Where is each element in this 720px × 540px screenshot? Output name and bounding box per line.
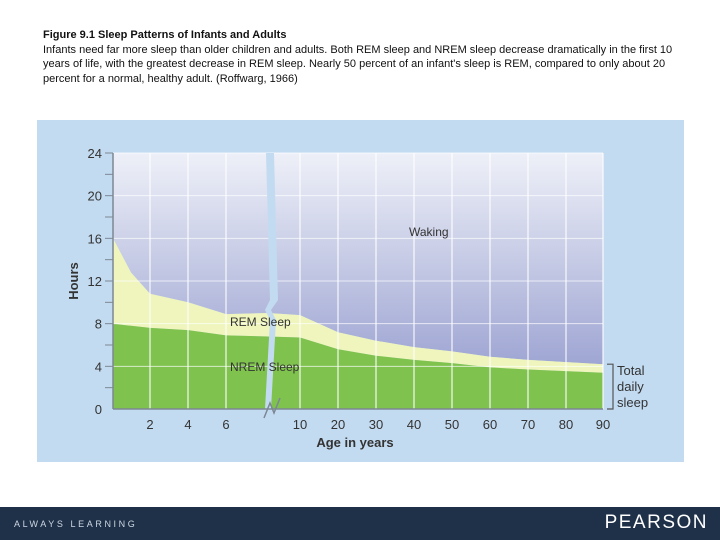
nrem-label: NREM Sleep <box>230 360 300 374</box>
x-tick-label-2: 2 <box>146 417 153 432</box>
y-axis-title: Hours <box>66 262 81 300</box>
y-tick-label-16: 16 <box>88 231 102 246</box>
x-tick-label-50: 50 <box>445 417 459 432</box>
x-tick-label-30: 30 <box>369 417 383 432</box>
bracket-label-line-1: Total <box>617 363 645 378</box>
waking-label: Waking <box>409 225 449 239</box>
x-tick-label-20: 20 <box>331 417 345 432</box>
y-tick-label-4: 4 <box>95 359 102 374</box>
footer-tagline: ALWAYS LEARNING <box>14 519 138 529</box>
x-tick-label-70: 70 <box>521 417 535 432</box>
y-tick-label-8: 8 <box>95 317 102 332</box>
bracket-label-line-2: daily <box>617 379 644 394</box>
y-tick-label-20: 20 <box>88 189 102 204</box>
rem-area <box>113 238 603 373</box>
footer-bar: ALWAYS LEARNING PEARSON <box>0 507 720 540</box>
x-tick-label-90: 90 <box>596 417 610 432</box>
waking-area <box>113 153 603 365</box>
x-tick-label-60: 60 <box>483 417 497 432</box>
y-tick-label-24: 24 <box>88 146 102 161</box>
axis-break-marker <box>263 397 281 419</box>
x-axis-title: Age in years <box>316 435 393 450</box>
axis-break-gap <box>265 153 278 409</box>
y-tick-label-12: 12 <box>88 274 102 289</box>
figure-description: Infants need far more sleep than older c… <box>43 43 673 85</box>
rem-label: REM Sleep <box>230 315 291 329</box>
x-tick-label-10: 10 <box>293 417 307 432</box>
x-tick-label-40: 40 <box>407 417 421 432</box>
publisher-logo: PEARSON <box>604 512 708 533</box>
figure-title: Figure 9.1 Sleep Patterns of Infants and… <box>43 29 287 41</box>
bracket-label-line-3: sleep <box>617 395 648 410</box>
total-sleep-bracket <box>607 363 614 410</box>
x-tick-label-6: 6 <box>222 417 229 432</box>
figure-caption: Figure 9.1 Sleep Patterns of Infants and… <box>43 28 683 86</box>
x-tick-label-80: 80 <box>559 417 573 432</box>
x-tick-label-4: 4 <box>184 417 191 432</box>
y-tick-label-0: 0 <box>95 402 102 417</box>
